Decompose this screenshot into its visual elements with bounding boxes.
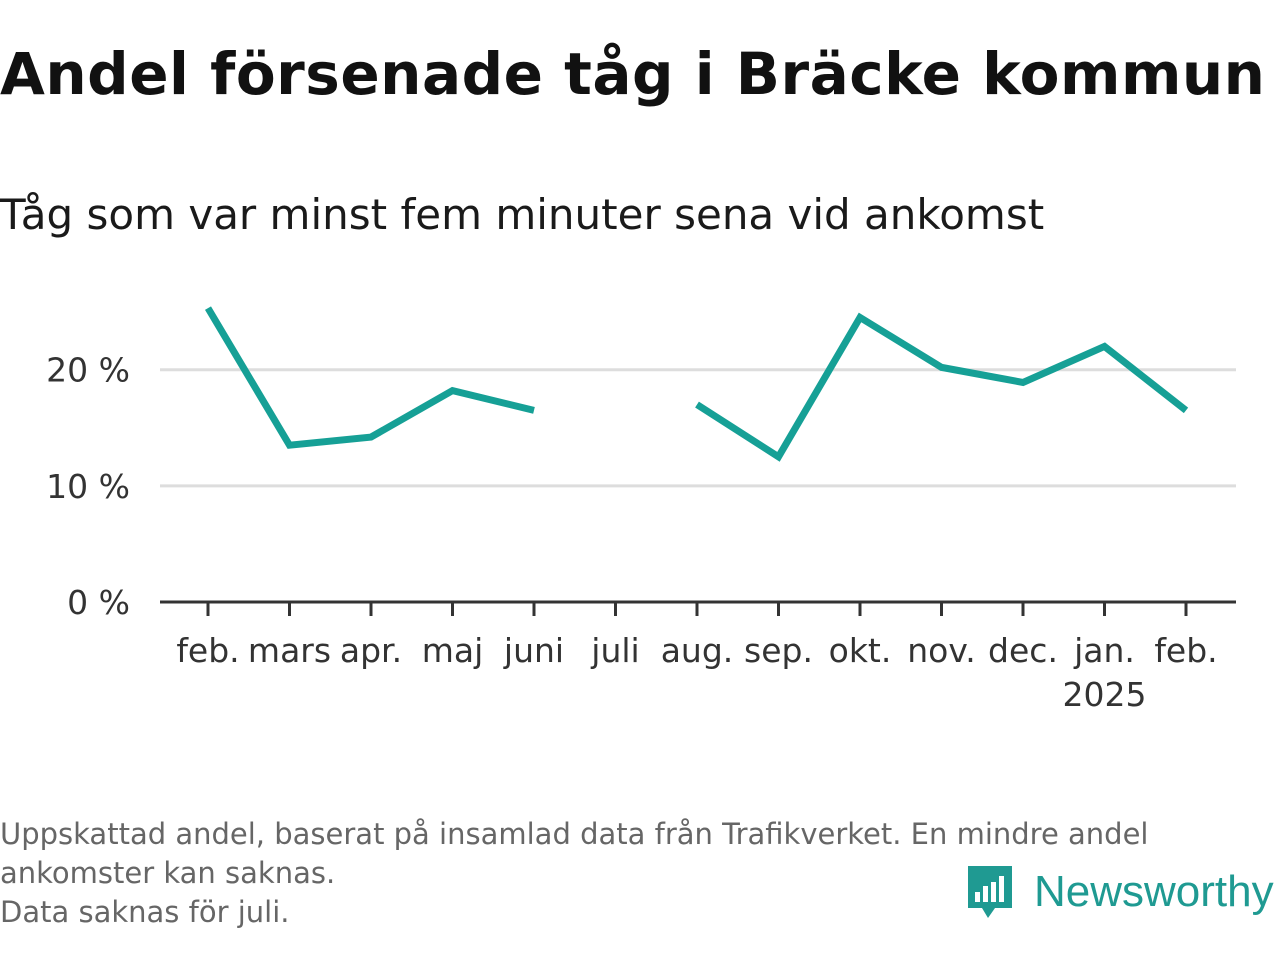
chart-subtitle: Tåg som var minst fem minuter sena vid a… [0,190,1045,239]
y-axis-ticks: 0 % 10 % 20 % [46,351,130,622]
x-tick-label: feb. [176,631,239,670]
footer-note-line: Uppskattad andel, baserat på insamlad da… [0,817,1149,851]
footer-note-line: Data saknas för juli. [0,895,290,929]
x-tick-label: feb. [1154,631,1217,670]
brand-logo[interactable]: Newsworthy [964,862,1274,922]
footer-notes: Uppskattad andel, baserat på insamlad da… [0,815,1270,932]
footer-note-line: ankomster kan saknas. [0,856,336,890]
x-year-label: 2025 [1063,675,1147,714]
x-tick-label: juli [590,631,639,670]
line-chart: 0 %10 %20 % feb. mars apr. maj juni juli aug. s… [46,306,1236,714]
x-tick-label: mars [248,631,331,670]
x-tick-label: jan. [1073,631,1135,670]
gridlines [160,368,1236,488]
chart-title: Andel försenade tåg i Bräcke kommun [0,40,1266,108]
x-tick-label: aug. [661,631,734,670]
y-tick-label: 10 % [46,467,130,506]
series-line-segment [204,306,535,449]
y-tick-label: 20 % [46,351,130,390]
x-tick-label: nov. [907,631,976,670]
x-tick-label: juni [503,631,564,670]
x-tick-label: sep. [744,631,813,670]
brand-name: Newsworthy [1034,867,1274,916]
newsworthy-logo-icon [968,866,1012,918]
series-line-segment [695,312,1189,462]
x-tick-label: apr. [340,631,402,670]
x-tick-label: dec. [988,631,1058,670]
series-lines [204,306,1189,462]
x-tick-label: okt. [829,631,892,670]
x-tick-label: maj [422,631,484,670]
x-axis-ticks: feb. mars apr. maj juni juli aug. sep. okt. nov. d… [176,602,1218,714]
y-tick-label: 0 % [67,583,130,622]
